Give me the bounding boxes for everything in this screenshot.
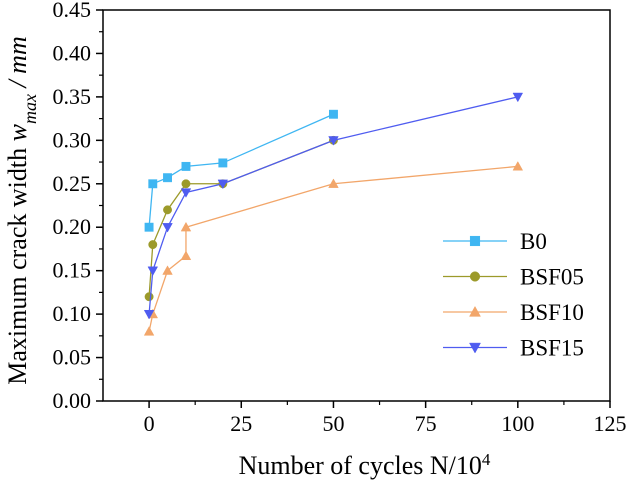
- data-point: [328, 178, 339, 188]
- data-point: [512, 161, 524, 171]
- y-tick-label: 0.15: [53, 258, 92, 283]
- data-point: [144, 292, 154, 302]
- legend-marker: [469, 305, 481, 317]
- y-axis-title: Maximum crack width wmax / mm: [3, 36, 40, 384]
- legend-marker: [469, 342, 481, 354]
- legend-item-bsf15: BSF15: [443, 336, 584, 361]
- legend-item-b0: B0: [443, 229, 547, 254]
- data-point: [329, 109, 338, 119]
- legend-item-bsf05: BSF05: [443, 265, 584, 290]
- y-tick-label: 0.00: [53, 388, 92, 413]
- series-layer: [143, 92, 524, 336]
- data-point: [218, 158, 228, 168]
- series-line: [148, 96, 518, 315]
- data-point: [143, 326, 155, 336]
- legend-label: BSF15: [520, 336, 584, 361]
- series-line: [148, 139, 334, 297]
- data-point: [147, 266, 159, 277]
- x-tick-label: 50: [322, 411, 344, 436]
- x-tick-label: 125: [594, 411, 627, 436]
- y-tick-label: 0.25: [53, 171, 92, 196]
- legend: B0 BSF05 BSF10 BSF15: [443, 229, 584, 361]
- y-tick-label: 0.40: [53, 40, 92, 65]
- legend-marker: [469, 271, 481, 282]
- y-tick-label: 0.45: [53, 0, 92, 22]
- x-tick-label: 75: [415, 411, 437, 436]
- y-axis: 0.00 0.05 0.10 0.15 0.20 0.25 0.30 0.35 0.40 0.45: [53, 0, 103, 413]
- x-tick-label: 0: [144, 411, 155, 436]
- x-tick-label: 25: [230, 411, 252, 436]
- data-point: [217, 179, 229, 190]
- y-axis-title-prefix: Maximum crack width: [3, 141, 32, 384]
- series-line: [148, 113, 334, 228]
- x-axis-title: Number of cycles N/104: [239, 450, 491, 481]
- y-tick-label: 0.05: [53, 345, 92, 370]
- data-point: [163, 205, 172, 215]
- y-tick-label: 0.30: [53, 127, 92, 152]
- y-axis-title-suffix: / mm: [3, 36, 32, 94]
- data-point: [163, 173, 172, 183]
- data-point: [328, 136, 339, 146]
- series-bsf05: [144, 135, 338, 302]
- data-point: [162, 223, 173, 233]
- legend-label: BSF05: [520, 265, 584, 290]
- y-tick-label: 0.20: [53, 214, 92, 239]
- data-point: [148, 240, 158, 250]
- data-point: [181, 161, 191, 171]
- legend-item-bsf10: BSF10: [443, 300, 584, 325]
- series-b0: [144, 109, 338, 232]
- data-point: [162, 265, 173, 275]
- y-axis-title-variable: w: [3, 123, 32, 141]
- data-point: [144, 222, 154, 232]
- x-axis-title-text: Number of cycles N/10: [239, 451, 482, 480]
- y-tick-label: 0.10: [53, 301, 92, 326]
- series-bsf15: [143, 92, 524, 320]
- y-tick-label: 0.35: [53, 84, 92, 109]
- legend-label: B0: [520, 229, 547, 254]
- x-tick-label: 100: [501, 411, 534, 436]
- x-axis: 0 25 50 75 100 125: [144, 401, 627, 436]
- data-point: [180, 221, 192, 232]
- legend-label: BSF10: [520, 300, 584, 325]
- legend-marker: [469, 235, 481, 247]
- data-point: [512, 92, 524, 103]
- data-point: [180, 250, 192, 261]
- series-bsf10: [143, 161, 524, 336]
- data-point: [181, 179, 191, 189]
- data-point: [180, 188, 192, 198]
- y-axis-title-subscript: max: [20, 94, 40, 124]
- x-axis-title-superscript: 4: [482, 450, 491, 469]
- data-point: [143, 309, 155, 320]
- series-line: [148, 165, 518, 332]
- data-point: [148, 179, 158, 189]
